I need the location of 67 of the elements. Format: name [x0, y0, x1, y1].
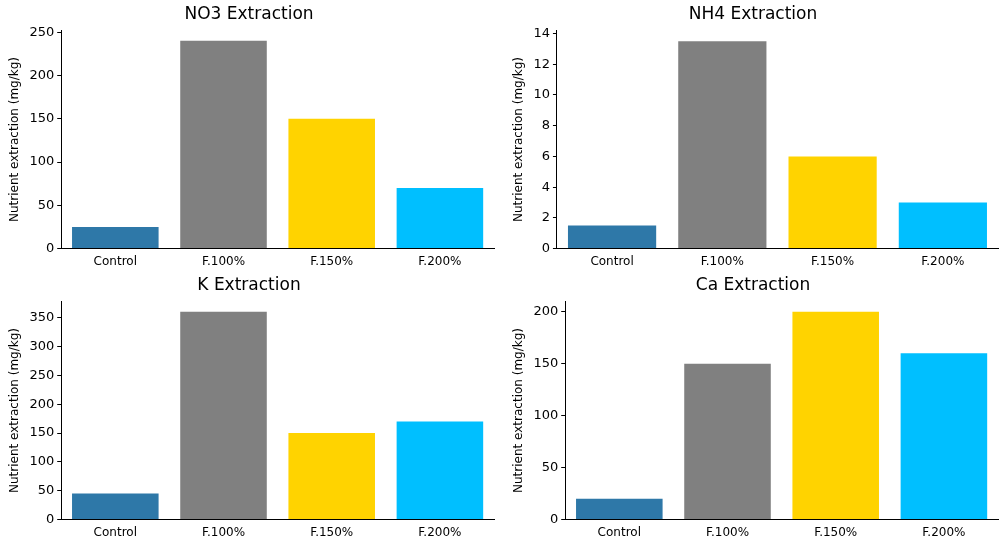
bar — [788, 156, 877, 249]
y-tick-label: 200 — [29, 66, 55, 82]
y-axis-title: Nutrient extraction (mg/kg) — [511, 327, 526, 494]
y-tick-label: 350 — [29, 308, 55, 324]
bar — [567, 225, 657, 249]
y-tick-label: 10 — [533, 86, 550, 102]
x-tick-label: F.200% — [921, 253, 965, 268]
y-tick-label: 8 — [541, 117, 550, 133]
y-tick-label: 150 — [29, 110, 55, 126]
y-tick-label: 2 — [541, 209, 550, 225]
y-tick-label: 250 — [29, 366, 55, 382]
bar — [72, 493, 159, 520]
y-tick-label: 100 — [29, 453, 55, 469]
x-tick-label: F.100% — [700, 253, 744, 268]
x-tick-label: F.200% — [418, 524, 462, 539]
x-tick-label: F.100% — [201, 524, 246, 539]
y-tick-label: 6 — [541, 147, 550, 163]
bar — [288, 433, 375, 520]
y-tick-label: 200 — [29, 395, 55, 411]
y-tick-label: 150 — [533, 355, 559, 371]
y-tick-label: 200 — [533, 303, 559, 319]
y-tick-label: 4 — [541, 178, 550, 194]
bar — [684, 363, 771, 520]
y-tick-label: 0 — [541, 239, 550, 255]
y-tick-label: 100 — [533, 407, 559, 423]
bar — [792, 311, 879, 520]
x-tick-label: Control — [93, 253, 138, 268]
x-tick-label: F.150% — [310, 524, 354, 539]
y-tick-label: 250 — [29, 23, 55, 39]
bar — [576, 498, 663, 520]
x-tick-label: F.100% — [201, 253, 246, 268]
bar — [72, 226, 159, 249]
x-tick-label: F.200% — [418, 253, 462, 268]
x-tick-label: F.150% — [811, 253, 855, 268]
y-tick-label: 0 — [45, 239, 55, 255]
bar — [898, 202, 987, 249]
y-tick-label: 50 — [37, 196, 55, 212]
y-axis-title: Nutrient extraction (mg/kg) — [511, 56, 526, 223]
y-tick-label: 14 — [533, 24, 550, 40]
x-tick-label: Control — [597, 524, 642, 539]
y-tick-label: 50 — [541, 459, 559, 475]
y-tick-label: 100 — [29, 153, 55, 169]
y-axis-title: Nutrient extraction (mg/kg) — [7, 56, 22, 223]
chart-title: K Extraction — [197, 273, 301, 294]
y-tick-label: 12 — [533, 55, 550, 71]
y-tick-label: 0 — [45, 510, 55, 526]
x-tick-label: F.150% — [310, 253, 354, 268]
chart-title: NO3 Extraction — [184, 2, 314, 23]
x-tick-label: F.200% — [922, 524, 966, 539]
x-tick-label: Control — [590, 253, 634, 268]
y-tick-label: 300 — [29, 337, 55, 353]
y-axis-title: Nutrient extraction (mg/kg) — [7, 327, 22, 494]
bar — [288, 118, 375, 249]
x-tick-label: F.150% — [814, 524, 858, 539]
bar — [396, 187, 484, 249]
y-tick-label: 150 — [29, 424, 55, 440]
y-tick-label: 0 — [549, 510, 559, 526]
bar — [180, 311, 267, 520]
chart-title: NH4 Extraction — [688, 2, 818, 23]
bar — [396, 421, 484, 520]
bar — [678, 41, 767, 249]
bar — [900, 353, 988, 520]
x-tick-label: F.100% — [705, 524, 750, 539]
x-tick-label: Control — [93, 524, 138, 539]
y-tick-label: 50 — [37, 482, 55, 498]
chart-title: Ca Extraction — [695, 273, 811, 294]
bar — [180, 40, 267, 249]
